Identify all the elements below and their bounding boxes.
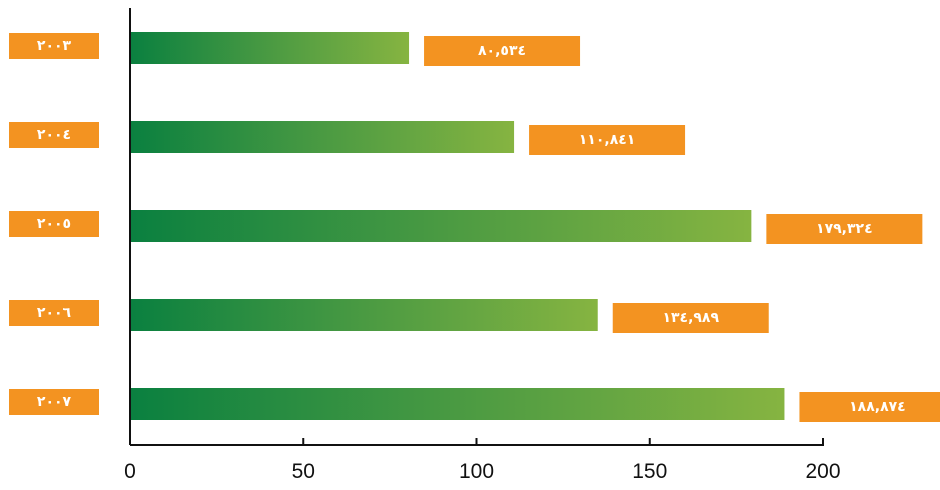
x-tick-label: 100 — [459, 460, 494, 483]
category-label-box — [9, 122, 99, 148]
category-label: ٢٠٠٣ — [37, 38, 72, 54]
value-labels-group: ٨٠,٥٣٤ ١١٠,٨٤١ ١٧٩,٣٢٤ ١٣٤,٩٨٩ ١٨٨,٨٧٤ — [424, 36, 940, 422]
category-label: ٢٠٠٥ — [37, 216, 71, 232]
bars-group — [130, 32, 785, 420]
bar-3 — [130, 210, 752, 242]
value-label: ١٣٤,٩٨٩ — [662, 310, 719, 326]
category-label-box — [9, 211, 99, 237]
value-label: ١٨٨,٨٧٤ — [849, 399, 906, 415]
category-label-box — [9, 389, 99, 415]
bar-4 — [130, 299, 598, 331]
x-tick-label: 50 — [292, 460, 315, 483]
x-tick-label: 0 — [124, 460, 136, 483]
value-label-box — [529, 125, 686, 155]
bar-5 — [130, 388, 785, 420]
category-label: ٢٠٠٧ — [37, 394, 72, 410]
value-label: ١٧٩,٣٢٤ — [816, 221, 873, 237]
value-label: ٨٠,٥٣٤ — [478, 43, 526, 59]
category-labels-group: ٢٠٠٣ ٢٠٠٤ ٢٠٠٥ ٢٠٠٦ ٢٠٠٧ — [9, 33, 99, 415]
x-tick-label: 200 — [805, 460, 840, 483]
value-label-box — [799, 392, 940, 422]
category-label: ٢٠٠٦ — [37, 305, 72, 321]
value-label: ١١٠,٨٤١ — [579, 132, 636, 148]
category-label: ٢٠٠٤ — [37, 127, 71, 143]
value-label-box — [766, 214, 923, 244]
category-label-box — [9, 300, 99, 326]
value-label-box — [612, 303, 769, 333]
x-axis: 0 50 100 150 200 — [124, 8, 841, 483]
category-label-box — [9, 33, 99, 59]
value-label-box — [424, 36, 581, 66]
bar-2 — [130, 121, 515, 153]
x-tick-label: 150 — [632, 460, 667, 483]
bar-1 — [130, 32, 410, 64]
